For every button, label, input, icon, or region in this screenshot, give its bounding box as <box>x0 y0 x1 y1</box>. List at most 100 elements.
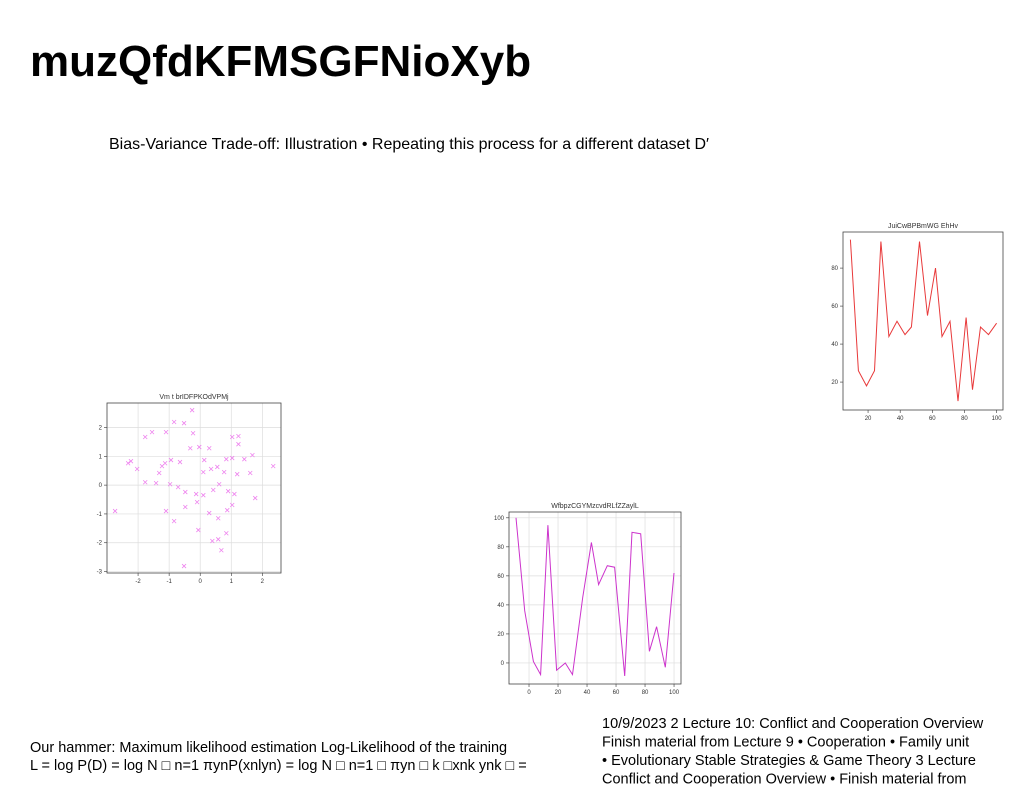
scatter-point <box>142 434 148 440</box>
plot-frame <box>508 511 682 685</box>
scatter-point <box>201 469 206 475</box>
x-tick-label: 80 <box>642 690 649 696</box>
scatter-point <box>163 429 169 435</box>
scatter-point <box>181 563 187 569</box>
scatter-point <box>206 445 212 451</box>
y-tick-label: 0 <box>501 661 505 667</box>
plot-frame <box>842 231 1004 411</box>
x-tick-label: 20 <box>865 416 872 422</box>
scatter-point <box>175 484 181 490</box>
scatter-point <box>128 458 134 464</box>
slide-title: muzQfdKFMSGFNioXyb <box>30 37 531 86</box>
scatter-point <box>224 530 229 536</box>
x-tick-label: 100 <box>669 690 680 696</box>
scatter-point <box>225 488 231 494</box>
y-tick-label: 60 <box>831 304 838 310</box>
scatter-point <box>201 492 206 498</box>
y-tick-label: 1 <box>99 454 103 460</box>
x-tick-label: 100 <box>992 416 1003 422</box>
data-line <box>849 239 998 402</box>
data-line <box>515 517 675 677</box>
scatter-point <box>216 481 222 487</box>
scatter-point <box>208 466 214 472</box>
subtitle: Bias-Variance Trade-off: Illustration • … <box>109 136 709 153</box>
note-line: Finish material from Lecture 9 • Coopera… <box>602 735 969 751</box>
scatter-point <box>183 504 188 510</box>
scatter-point <box>171 419 177 425</box>
scatter-point <box>210 487 216 493</box>
x-tick-label: 80 <box>961 416 968 422</box>
scatter-point <box>196 444 202 450</box>
x-tick-label: 40 <box>584 690 591 696</box>
scatter-point <box>232 491 237 497</box>
note-line: Our hammer: Maximum likelihood estimatio… <box>30 740 507 756</box>
y-tick-label: 100 <box>494 516 505 522</box>
y-tick-label: -2 <box>97 541 103 547</box>
scatter-point <box>224 456 229 462</box>
x-tick-label: 0 <box>199 579 203 585</box>
scatter-point <box>112 508 118 514</box>
scatter-point <box>229 502 235 508</box>
y-tick-label: 40 <box>831 342 838 348</box>
y-tick-label: 40 <box>497 603 504 609</box>
scatter-point <box>181 420 187 426</box>
scatter-point <box>270 463 276 469</box>
scatter-point <box>236 441 241 447</box>
scatter-point <box>229 455 235 461</box>
scatter-point <box>196 527 201 533</box>
x-tick-label: 0 <box>527 690 531 696</box>
y-tick-label: -3 <box>97 570 103 576</box>
scatter-point <box>193 491 199 497</box>
scatter-point <box>247 470 253 476</box>
scatter-point <box>252 495 258 501</box>
x-tick-label: 1 <box>230 579 234 585</box>
note-line: Conflict and Cooperation Overview • Fini… <box>602 772 967 788</box>
scatter-point <box>221 469 227 475</box>
note-line: L = log P(D) = log N □ n=1 πynP(xnlyn) =… <box>30 758 527 774</box>
scatter-point <box>236 433 241 439</box>
scatter-point <box>201 457 207 463</box>
scatter-point <box>242 456 247 462</box>
x-tick-label: 60 <box>613 690 620 696</box>
scatter-point <box>168 457 174 463</box>
plot-frame <box>106 402 282 574</box>
scatter-point <box>177 459 183 465</box>
scatter-point <box>194 499 200 505</box>
scatter-point <box>134 466 140 472</box>
x-tick-label: -1 <box>166 579 172 585</box>
scatter-point <box>229 434 235 440</box>
scatter-point <box>156 470 162 476</box>
note-line: • Evolutionary Stable Strategies & Game … <box>602 753 976 769</box>
y-tick-label: 20 <box>497 632 504 638</box>
scatter-point <box>142 479 148 485</box>
y-tick-label: 20 <box>831 380 838 386</box>
scatter-point <box>189 407 195 413</box>
scatter-point <box>210 538 215 544</box>
chart-title: Vm t brIDFPKOdVPMj <box>159 394 229 401</box>
scatter-point <box>163 508 169 514</box>
scatter-point <box>250 452 255 458</box>
scatter-point <box>206 510 212 516</box>
x-tick-label: -2 <box>135 579 141 585</box>
scatter-point <box>234 471 240 477</box>
note-line: 10/9/2023 2 Lecture 10: Conflict and Coo… <box>602 716 984 732</box>
chart-title: WfbpzCGYMzcvdRLfZZaylL <box>551 503 639 510</box>
scatter-point <box>149 429 155 435</box>
y-tick-label: 60 <box>497 574 504 580</box>
scatter-point <box>187 445 193 451</box>
scatter-point <box>215 515 221 521</box>
x-tick-label: 60 <box>929 416 936 422</box>
x-tick-label: 2 <box>261 579 265 585</box>
scatter-point <box>183 489 188 495</box>
y-tick-label: 2 <box>99 425 103 431</box>
scatter-point <box>171 518 177 524</box>
scatter-point <box>224 507 230 513</box>
x-tick-label: 20 <box>555 690 562 696</box>
scatter-point <box>219 547 224 553</box>
scatter-point <box>153 480 159 486</box>
scatter-point <box>162 460 168 466</box>
chart-title: JuiCwBPBmWG EhHv <box>888 223 959 230</box>
x-tick-label: 40 <box>897 416 904 422</box>
scatter-point <box>190 430 196 436</box>
